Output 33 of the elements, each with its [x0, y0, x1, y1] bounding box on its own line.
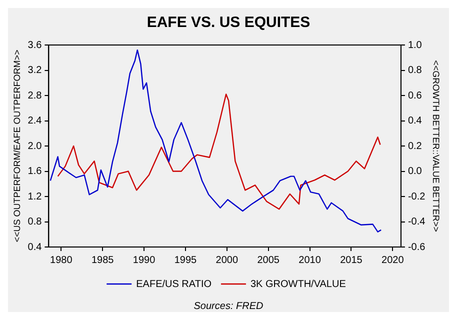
x-tick-label: 1985 — [91, 254, 114, 266]
x-tick-label: 2005 — [257, 254, 280, 266]
y2-tick-label: -0.2 — [408, 191, 426, 202]
y2-axis-title: <<GROWTH BETTER::VALUE BETTER>> — [431, 60, 442, 232]
chart-title: EAFE VS. US EQUITES — [146, 13, 312, 33]
x-tick-label: 1995 — [174, 254, 198, 266]
x-tick-label: 2015 — [340, 254, 363, 266]
x-tick-label: 2000 — [216, 254, 238, 266]
y-tick-label: 2.0 — [28, 140, 42, 152]
y-tick-label: 0.4 — [28, 242, 42, 253]
y-tick-label: 2.4 — [28, 116, 42, 126]
y-tick-label: 1.6 — [28, 166, 42, 177]
x-tick-label: 1990 — [132, 254, 156, 266]
y2-tick-label: 1.0 — [408, 40, 422, 51]
y-tick-label: 0.8 — [28, 216, 42, 228]
y2-tick-label: 0.0 — [408, 166, 422, 177]
y-tick-label: 2.8 — [28, 90, 42, 102]
x-tick-label: 1980 — [50, 254, 73, 266]
y2-tick-label: 0.4 — [408, 116, 422, 126]
y-tick-label: 3.6 — [28, 40, 42, 51]
y-axis-title: <<US OUTPERFORM/EAFE OUTPERFORM>> — [12, 50, 22, 242]
x-tick-label: 2010 — [298, 254, 322, 266]
y2-tick-label: 0.6 — [408, 90, 422, 102]
y2-tick-label: -0.6 — [408, 242, 426, 253]
y2-tick-label: 0.2 — [408, 140, 422, 152]
x-tick-label: 2020 — [382, 254, 404, 266]
legend-label: 3K GROWTH/VALUE — [250, 278, 346, 290]
y2-tick-label: 0.8 — [408, 65, 422, 76]
y-tick-label: 3.2 — [28, 65, 42, 76]
y-tick-label: 1.2 — [28, 191, 42, 202]
source-note: Sources: FRED — [192, 300, 264, 312]
legend-label: EAFE/US RATIO — [136, 278, 212, 290]
y2-tick-label: -0.4 — [408, 216, 426, 228]
